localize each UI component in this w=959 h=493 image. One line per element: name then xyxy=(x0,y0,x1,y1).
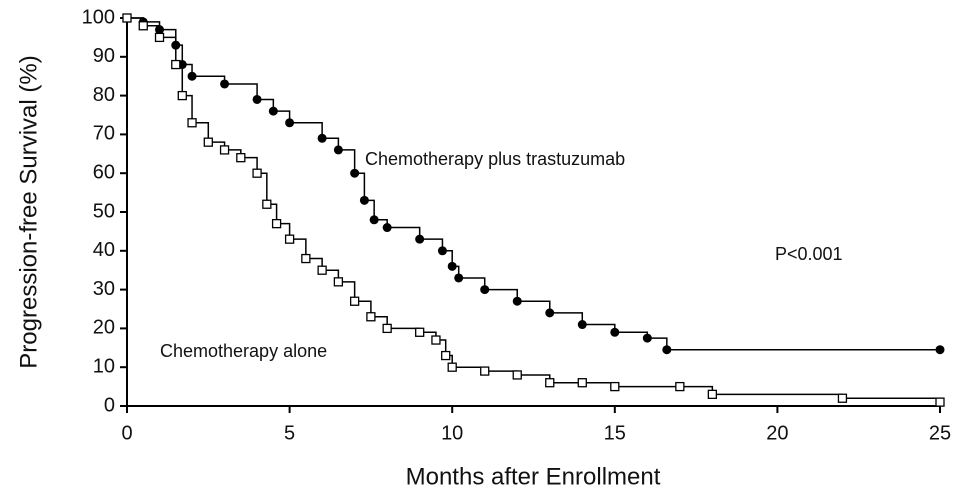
censor-mark xyxy=(350,168,360,178)
censor-mark xyxy=(154,32,165,43)
y-tick-label: 20 xyxy=(93,317,115,339)
censor-mark xyxy=(437,246,447,256)
series-label: Chemotherapy plus trastuzumab xyxy=(365,149,625,169)
x-tick-label: 0 xyxy=(121,422,132,444)
censor-mark xyxy=(187,71,197,81)
x-tick-label: 10 xyxy=(441,422,463,444)
censor-mark xyxy=(219,145,230,155)
censor-mark xyxy=(454,273,464,283)
survival-curve xyxy=(127,17,940,351)
censor-mark xyxy=(577,320,587,330)
censor-mark xyxy=(675,381,685,392)
y-tick-label: 30 xyxy=(93,278,115,300)
censor-mark xyxy=(935,345,945,355)
censor-mark xyxy=(317,265,327,275)
x-tick-label: 15 xyxy=(604,422,626,444)
y-tick-label: 80 xyxy=(93,84,115,106)
censor-mark xyxy=(301,253,311,264)
censor-mark xyxy=(545,378,555,388)
censor-mark xyxy=(333,277,344,287)
censor-mark xyxy=(662,345,672,355)
censor-mark xyxy=(268,106,278,116)
censor-mark xyxy=(382,323,392,334)
y-tick-label: 10 xyxy=(93,355,115,377)
x-tick-label: 20 xyxy=(766,422,788,444)
censor-mark xyxy=(431,335,441,345)
y-tick-label: 100 xyxy=(82,6,115,28)
censor-mark xyxy=(359,195,369,205)
censor-mark xyxy=(441,350,451,361)
censor-mark xyxy=(837,393,848,403)
y-tick-label: 90 xyxy=(93,45,115,67)
censor-mark xyxy=(317,133,327,143)
censor-mark xyxy=(333,145,343,155)
censor-mark xyxy=(512,296,522,306)
censor-mark xyxy=(138,21,148,31)
censor-mark xyxy=(480,366,490,376)
y-tick-label: 40 xyxy=(93,239,115,261)
censor-mark xyxy=(271,218,282,229)
censor-mark xyxy=(220,79,230,89)
censor-mark xyxy=(262,199,272,209)
censor-mark xyxy=(610,381,620,392)
censor-mark xyxy=(187,118,197,128)
censor-mark xyxy=(447,261,457,271)
censor-mark xyxy=(171,59,181,70)
censor-mark xyxy=(177,90,187,101)
x-tick-label: 25 xyxy=(929,422,951,444)
censor-mark xyxy=(610,327,620,337)
censor-mark xyxy=(382,223,392,233)
y-tick-label: 0 xyxy=(104,394,115,416)
censor-mark xyxy=(349,296,360,306)
censor-mark xyxy=(415,234,425,244)
censor-mark xyxy=(577,378,587,388)
y-tick-label: 50 xyxy=(93,200,115,222)
x-tick-label: 5 xyxy=(284,422,295,444)
censor-mark xyxy=(707,389,718,400)
y-tick-label: 60 xyxy=(93,161,115,183)
censor-mark xyxy=(366,312,376,322)
censor-mark xyxy=(642,333,652,343)
x-axis-title: Months after Enrollment xyxy=(406,463,661,490)
censor-mark xyxy=(512,370,522,380)
censor-mark xyxy=(480,285,490,295)
y-tick-label: 70 xyxy=(93,123,115,145)
censor-mark xyxy=(236,153,246,163)
censor-mark xyxy=(252,168,262,178)
censor-mark xyxy=(203,137,213,147)
series-label: Chemotherapy alone xyxy=(160,341,327,361)
censor-mark xyxy=(285,118,295,128)
censor-mark xyxy=(284,234,295,244)
censor-mark xyxy=(415,327,425,337)
censor-mark xyxy=(545,308,555,318)
censor-mark xyxy=(447,362,457,372)
y-axis-title: Progression-free Survival (%) xyxy=(15,55,42,368)
annotation: P<0.001 xyxy=(775,244,843,264)
censor-mark xyxy=(369,215,379,225)
censor-mark xyxy=(252,94,262,104)
censor-mark xyxy=(122,13,132,23)
censor-mark xyxy=(935,397,945,407)
